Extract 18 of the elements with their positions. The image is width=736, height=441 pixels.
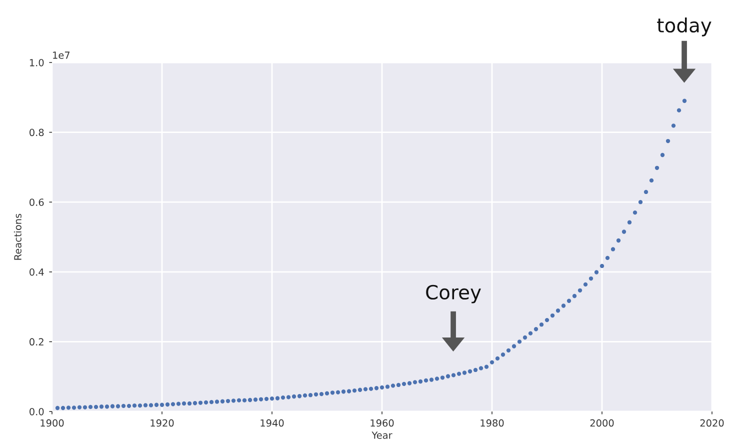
- y-tick-label: 0.6: [30, 198, 44, 206]
- y-axis-title: Reactions: [14, 214, 22, 260]
- y-tick-label: 0.2: [30, 338, 44, 346]
- x-tick-label: 1960: [370, 419, 394, 427]
- y-tick-label: 1.0: [30, 58, 44, 66]
- annotation: Corey: [426, 284, 481, 304]
- x-tick-label: 2020: [700, 419, 724, 427]
- x-tick-label: 2000: [590, 419, 614, 427]
- y-tick-label: 0.8: [30, 128, 44, 136]
- text: today: [657, 18, 712, 36]
- y-tick-label: 0.4: [30, 268, 44, 276]
- y-tick-label: 0.0: [30, 408, 44, 416]
- x-tick-label: 1920: [150, 419, 174, 427]
- x-tick-label: 1980: [480, 419, 504, 427]
- x-tick-label: 1940: [260, 419, 284, 427]
- x-axis-title: Year: [372, 432, 392, 439]
- x-tick-label: 1900: [40, 419, 64, 427]
- text: 1e7: [53, 52, 70, 59]
